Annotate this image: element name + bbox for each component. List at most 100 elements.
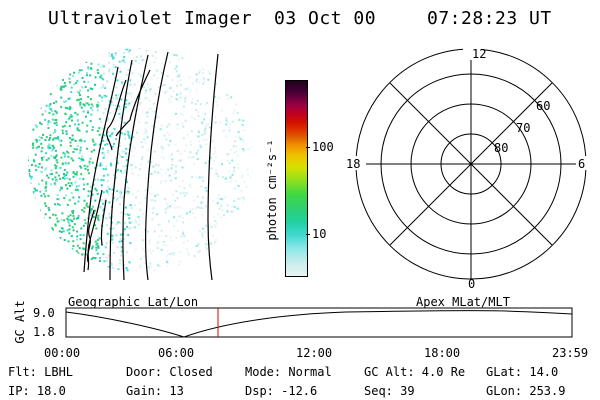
- aurora-speckle: [191, 101, 193, 104]
- aurora-speckle: [250, 176, 252, 179]
- aurora-speckle: [201, 213, 204, 216]
- aurora-speckle: [45, 136, 48, 139]
- aurora-speckle: [170, 95, 173, 98]
- aurora-speckle: [28, 269, 31, 272]
- aurora-speckle: [212, 140, 215, 143]
- aurora-speckle: [182, 113, 184, 116]
- aurora-speckle: [71, 59, 73, 61]
- aurora-speckle: [96, 178, 99, 181]
- aurora-speckle: [101, 185, 104, 188]
- aurora-speckle: [103, 96, 106, 99]
- aurora-speckle: [257, 266, 259, 268]
- aurora-speckle: [47, 157, 50, 160]
- aurora-speckle: [232, 78, 235, 81]
- aurora-speckle: [50, 257, 53, 260]
- aurora-speckle: [32, 265, 34, 268]
- altitude-plot: [65, 307, 573, 338]
- aurora-speckle: [126, 92, 129, 95]
- aurora-speckle: [20, 193, 22, 195]
- aurora-speckle: [160, 180, 163, 182]
- aurora-speckle: [201, 207, 204, 210]
- aurora-speckle: [251, 96, 252, 99]
- aurora-speckle: [55, 268, 58, 271]
- aurora-speckle: [157, 224, 160, 227]
- aurora-speckle: [68, 61, 71, 64]
- aurora-speckle: [51, 144, 54, 147]
- aurora-speckle: [245, 87, 248, 90]
- aurora-speckle: [158, 264, 161, 267]
- aurora-speckle: [35, 251, 37, 254]
- aurora-speckle: [24, 120, 26, 122]
- aurora-speckle: [179, 251, 182, 253]
- aurora-speckle: [243, 181, 246, 183]
- aurora-speckle: [226, 210, 229, 213]
- aurora-speckle: [92, 216, 95, 218]
- aurora-speckle: [56, 194, 59, 197]
- aurora-speckle: [103, 154, 106, 157]
- aurora-speckle: [107, 150, 109, 152]
- aurora-speckle: [34, 279, 36, 281]
- aurora-speckle: [90, 208, 93, 210]
- aurora-speckle: [112, 63, 115, 66]
- aurora-speckle: [85, 40, 87, 42]
- aurora-speckle: [73, 223, 76, 226]
- aurora-speckle: [123, 150, 126, 153]
- aurora-speckle: [236, 112, 239, 114]
- aurora-speckle: [44, 250, 47, 253]
- aurora-speckle: [194, 216, 197, 219]
- aurora-speckle: [68, 264, 71, 267]
- aurora-speckle: [99, 76, 102, 79]
- aurora-speckle: [87, 68, 90, 71]
- aurora-speckle: [35, 140, 38, 143]
- aurora-speckle: [102, 42, 104, 44]
- aurora-speckle: [159, 168, 162, 171]
- aurora-speckle: [152, 199, 155, 202]
- aurora-speckle: [213, 95, 216, 98]
- aurora-speckle: [54, 65, 57, 68]
- aurora-speckle: [253, 152, 255, 154]
- aurora-speckle: [242, 227, 245, 230]
- aurora-speckle: [30, 99, 33, 102]
- aurora-speckle: [152, 102, 155, 105]
- aurora-speckle: [168, 123, 171, 126]
- aurora-speckle: [105, 260, 108, 262]
- aurora-speckle: [101, 164, 104, 167]
- aurora-speckle: [146, 46, 148, 48]
- aurora-speckle: [111, 237, 114, 240]
- aurora-speckle: [69, 73, 72, 76]
- aurora-speckle: [151, 110, 154, 113]
- aurora-speckle: [124, 137, 127, 140]
- aurora-speckle: [138, 103, 141, 106]
- aurora-speckle: [23, 122, 25, 124]
- aurora-speckle: [186, 212, 188, 215]
- aurora-speckle: [78, 278, 80, 280]
- aurora-speckle: [229, 181, 232, 183]
- aurora-speckle: [153, 269, 156, 272]
- aurora-speckle: [28, 155, 29, 158]
- aurora-speckle: [91, 277, 93, 279]
- aurora-speckle: [119, 117, 122, 120]
- aurora-speckle: [67, 155, 70, 158]
- aurora-speckle: [225, 66, 228, 69]
- aurora-speckle: [211, 54, 214, 57]
- aurora-speckle: [101, 244, 104, 247]
- aurora-speckle: [132, 173, 134, 176]
- aurora-speckle: [96, 130, 99, 132]
- aurora-speckle: [245, 254, 248, 257]
- aurora-speckle: [237, 48, 239, 50]
- aurora-speckle: [102, 86, 105, 89]
- aurora-speckle: [40, 50, 43, 53]
- aurora-speckle: [24, 150, 26, 152]
- aurora-speckle: [127, 131, 130, 134]
- aurora-speckle: [171, 164, 174, 167]
- aurora-speckle: [173, 54, 176, 57]
- aurora-speckle: [21, 189, 23, 191]
- aurora-speckle: [170, 153, 173, 156]
- aurora-speckle: [59, 166, 62, 169]
- aurora-speckle: [140, 163, 142, 166]
- aurora-speckle: [28, 109, 30, 112]
- aurora-speckle: [170, 179, 172, 182]
- aurora-speckle: [126, 269, 129, 272]
- aurora-speckle: [125, 152, 128, 155]
- aurora-speckle: [121, 156, 124, 158]
